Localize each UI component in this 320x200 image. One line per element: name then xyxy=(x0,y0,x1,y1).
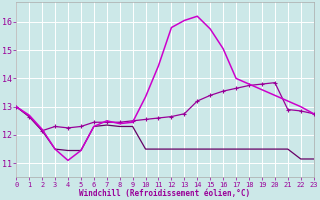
X-axis label: Windchill (Refroidissement éolien,°C): Windchill (Refroidissement éolien,°C) xyxy=(79,189,251,198)
